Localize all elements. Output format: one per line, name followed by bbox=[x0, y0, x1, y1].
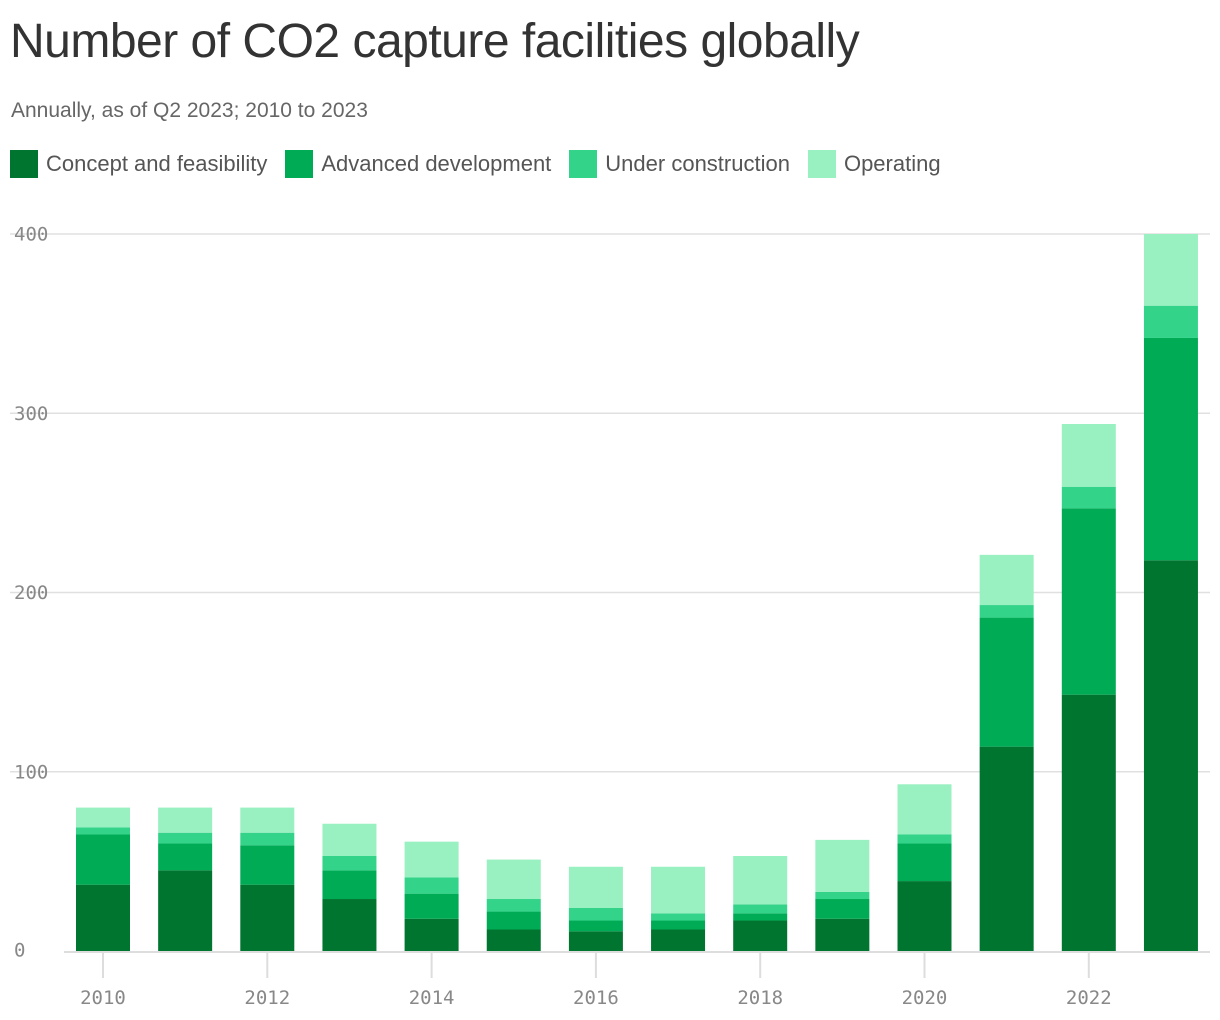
x-tick-label: 2020 bbox=[902, 987, 948, 1009]
bar-segment-2010-3 bbox=[76, 807, 130, 828]
bar-segment-2020-3 bbox=[897, 784, 952, 835]
bar-segment-2016-3 bbox=[568, 866, 623, 908]
bar-segment-2021-3 bbox=[979, 554, 1034, 606]
x-tick-label: 2018 bbox=[737, 987, 783, 1009]
bar-segment-2018-1 bbox=[733, 913, 788, 921]
bar-segment-2011-0 bbox=[158, 870, 213, 951]
legend-item-construction: Under construction bbox=[569, 150, 790, 178]
bar-segment-2015-0 bbox=[486, 929, 541, 951]
bar-segment-2012-0 bbox=[240, 884, 295, 951]
bar-segment-2023-3 bbox=[1143, 234, 1198, 306]
bar-segment-2021-1 bbox=[979, 617, 1034, 747]
bar-segment-2016-1 bbox=[568, 920, 623, 932]
x-tick-label: 2012 bbox=[244, 987, 290, 1009]
bar-segment-2012-3 bbox=[240, 807, 295, 833]
bar-segment-2015-1 bbox=[486, 911, 541, 930]
bar-segment-2013-2 bbox=[322, 855, 377, 871]
y-tick-label: 200 bbox=[14, 582, 48, 604]
bar-segment-2023-0 bbox=[1143, 560, 1198, 951]
legend-label: Concept and feasibility bbox=[46, 151, 268, 176]
bar-segment-2017-3 bbox=[651, 866, 706, 914]
x-tick-label: 2010 bbox=[80, 987, 126, 1009]
x-tick-label: 2016 bbox=[573, 987, 619, 1009]
bar-segment-2014-1 bbox=[404, 893, 459, 919]
bar-segment-2011-1 bbox=[158, 843, 213, 871]
bar-segment-2022-3 bbox=[1061, 424, 1116, 487]
bar-segment-2011-3 bbox=[158, 807, 213, 833]
legend-swatch bbox=[10, 150, 38, 178]
bar-segment-2015-3 bbox=[486, 859, 541, 900]
bar-segment-2018-3 bbox=[733, 855, 788, 905]
bar-segment-2010-1 bbox=[76, 834, 130, 885]
legend-swatch bbox=[285, 150, 314, 178]
bar-segment-2010-2 bbox=[76, 827, 130, 835]
bar-segment-2019-0 bbox=[815, 918, 870, 951]
bar-segment-2015-2 bbox=[486, 899, 541, 912]
bar-segment-2019-2 bbox=[815, 891, 870, 900]
bar-segment-2013-0 bbox=[322, 899, 377, 951]
legend-label: Under construction bbox=[605, 151, 790, 176]
bar-segment-2018-0 bbox=[733, 920, 788, 951]
bar-segment-2017-2 bbox=[651, 913, 706, 921]
y-tick-label: 100 bbox=[14, 761, 48, 783]
bar-segment-2017-1 bbox=[651, 920, 706, 930]
y-tick-label: 0 bbox=[14, 940, 25, 962]
bar-segment-2022-1 bbox=[1061, 508, 1116, 695]
x-tick-label: 2014 bbox=[409, 987, 455, 1009]
bar-segment-2023-1 bbox=[1143, 337, 1198, 561]
bar-segment-2019-1 bbox=[815, 899, 870, 919]
bar-segment-2020-0 bbox=[897, 881, 952, 951]
bar-segment-2019-3 bbox=[815, 839, 870, 892]
bar-segment-2013-1 bbox=[322, 870, 377, 900]
legend-item-operating: Operating bbox=[807, 150, 941, 178]
bar-segment-2022-2 bbox=[1061, 486, 1116, 509]
bar-segment-2010-0 bbox=[76, 884, 130, 951]
bar-segment-2014-3 bbox=[404, 841, 459, 878]
legend: Concept and feasibility Advanced develop… bbox=[10, 150, 941, 178]
bar-segment-2018-2 bbox=[733, 904, 788, 914]
bar-segment-2021-2 bbox=[979, 605, 1034, 618]
legend-swatch bbox=[569, 150, 598, 178]
bar-segment-2020-2 bbox=[897, 834, 952, 844]
chart-subtitle: Annually, as of Q2 2023; 2010 to 2023 bbox=[11, 99, 368, 122]
legend-item-concept: Concept and feasibility bbox=[10, 150, 267, 178]
bar-segment-2023-2 bbox=[1143, 305, 1198, 338]
bar-segment-2016-0 bbox=[568, 931, 623, 951]
bar-segment-2014-2 bbox=[404, 877, 459, 894]
y-tick-label: 400 bbox=[14, 224, 48, 246]
bar-segment-2014-0 bbox=[404, 918, 459, 951]
legend-label: Advanced development bbox=[321, 151, 552, 176]
x-tick-label: 2022 bbox=[1066, 987, 1112, 1009]
bar-segment-2020-1 bbox=[897, 843, 952, 882]
y-tick-label: 300 bbox=[14, 403, 48, 425]
bar-segment-2016-2 bbox=[568, 907, 623, 921]
legend-item-advanced: Advanced development bbox=[285, 150, 551, 178]
bar-segment-2013-3 bbox=[322, 823, 377, 856]
bar-segment-2022-0 bbox=[1061, 694, 1116, 951]
chart-title: Number of CO2 capture facilities globall… bbox=[10, 15, 860, 68]
bar-segment-2017-0 bbox=[651, 929, 706, 951]
bar-segment-2012-2 bbox=[240, 832, 295, 846]
bar-segment-2021-0 bbox=[979, 746, 1034, 951]
legend-swatch bbox=[807, 150, 836, 178]
bar-segment-2012-1 bbox=[240, 845, 295, 885]
legend-label: Operating bbox=[843, 151, 941, 176]
bar-segment-2011-2 bbox=[158, 832, 213, 844]
